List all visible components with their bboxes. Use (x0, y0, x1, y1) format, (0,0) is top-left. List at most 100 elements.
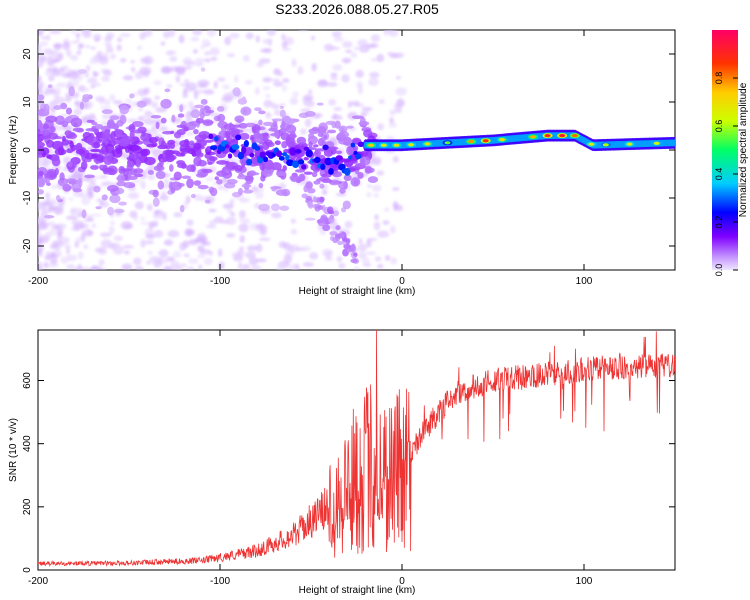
heatmap-noise-cell (291, 58, 297, 67)
heatmap-signal-cell (353, 252, 358, 257)
heatmap-noise-cell (85, 64, 91, 72)
heatmap-noise-cell (275, 265, 285, 270)
heatmap-noise-cell (153, 259, 162, 268)
heatmap-noise-cell (163, 265, 173, 270)
heatmap-noise-cell (338, 263, 346, 269)
heatmap-noise-cell (350, 100, 360, 107)
heatmap-noise-cell (38, 253, 44, 258)
heatmap-noise-cell (185, 82, 198, 91)
snr-series-line (38, 330, 675, 568)
heatmap-noise-cell (258, 237, 271, 242)
heatmap-noise-cell (270, 212, 282, 219)
heatmap-hotspot (588, 142, 595, 146)
heatmap-noise-cell (344, 220, 353, 229)
heatmap-noise-cell (213, 81, 218, 89)
heatmap-noise-cell (222, 203, 234, 210)
snr-ytick-label: 600 (22, 372, 33, 389)
heatmap-signal-cell (136, 100, 147, 108)
heatmap-noise-cell (42, 224, 49, 230)
heatmap-signal-cell (118, 137, 130, 147)
heatmap-noise-cell (80, 233, 86, 241)
heatmap-noise-cell (131, 66, 136, 73)
heatmap-signal-cell (128, 124, 136, 133)
heatmap-noise-cell (331, 31, 342, 38)
heatmap-noise-cell (328, 98, 337, 106)
heatmap-signal-cell (312, 196, 318, 203)
heatmap-noise-cell (206, 30, 217, 37)
heatmap-ridge-cell (276, 150, 283, 158)
heatmap-signal-cell (234, 115, 245, 123)
heatmap-signal-cell (350, 177, 361, 187)
heatmap-signal-cell (167, 139, 176, 145)
heatmap-noise-cell (65, 49, 72, 57)
heatmap-noise-cell (242, 55, 250, 62)
snr-xtick-label: 100 (576, 576, 593, 587)
heatmap-signal-cell (275, 189, 288, 196)
heatmap-noise-cell (58, 68, 65, 72)
heatmap-noise-cell (88, 112, 96, 120)
heatmap-ridge-cell (249, 152, 255, 158)
heatmap-noise-cell (273, 81, 284, 87)
heatmap-noise-cell (242, 218, 251, 224)
heatmap-signal-cell (324, 151, 329, 157)
heatmap-signal-cell (238, 132, 250, 141)
heatmap-signal-cell (80, 160, 88, 170)
heatmap-signal-cell (176, 124, 187, 128)
heatmap-noise-cell (315, 113, 323, 118)
heatmap-noise-cell (389, 117, 395, 124)
heatmap-signal-cell (67, 161, 73, 168)
heatmap-signal-cell (147, 170, 155, 176)
heatmap-noise-cell (120, 221, 133, 230)
colorbar-tick-label: 0.2 (714, 216, 724, 229)
heatmap-noise-cell (45, 34, 51, 41)
snr-ytick-label: 200 (22, 498, 33, 515)
heatmap-noise-cell (301, 246, 311, 252)
heatmap-noise-cell (38, 201, 44, 207)
heatmap-noise-cell (377, 230, 390, 238)
heatmap-signal-cell (279, 105, 285, 109)
heatmap-noise-cell (237, 262, 243, 270)
heatmap-noise-cell (203, 257, 213, 266)
heatmap-noise-cell (65, 247, 71, 255)
heatmap-signal-cell (225, 130, 231, 140)
heatmap-signal-cell (238, 187, 243, 196)
heatmap-signal-cell (45, 177, 50, 185)
heatmap-signal-cell (61, 135, 66, 142)
heatmap-signal-cell (346, 145, 354, 156)
heatmap-noise-cell (51, 59, 61, 63)
heatmap-signal-cell (195, 117, 205, 124)
heatmap-noise-cell (100, 232, 112, 238)
heatmap-noise-cell (372, 156, 382, 166)
heatmap-noise-cell (357, 243, 368, 252)
heatmap-noise-cell (353, 266, 360, 270)
heatmap-noise-cell (87, 190, 94, 200)
heatmap-noise-cell (175, 75, 181, 83)
snr-xtick-label: -100 (210, 576, 230, 587)
heatmap-signal-cell (95, 206, 102, 210)
heatmap-noise-cell (392, 155, 399, 163)
heatmap-signal-cell (313, 144, 319, 148)
heatmap-noise-cell (374, 256, 382, 262)
heatmap-noise-cell (98, 259, 105, 266)
heatmap-noise-cell (226, 233, 236, 238)
heatmap-noise-cell (151, 103, 158, 109)
heatmap-signal-cell (126, 156, 133, 161)
heatmap-signal-cell (270, 203, 280, 212)
heatmap-signal-cell (241, 96, 247, 104)
heatmap-signal-cell (171, 114, 176, 123)
heatmap-noise-cell (383, 30, 393, 33)
heatmap-noise-cell (357, 39, 369, 47)
heatmap-hotspot (468, 139, 475, 144)
heatmap-signal-cell (290, 176, 298, 181)
heatmap-signal-cell (54, 168, 59, 176)
heatmap-ridge-cell (357, 141, 365, 147)
heatmap-noise-cell (71, 219, 81, 227)
heatmap-noise-cell (167, 230, 180, 238)
heatmap-noise-cell (54, 87, 62, 96)
heatmap-signal-cell (364, 165, 372, 174)
heatmap-noise-cell (169, 56, 178, 62)
heatmap-noise-cell (395, 87, 407, 96)
heatmap-signal-cell (159, 158, 164, 168)
heatmap-noise-cell (147, 174, 156, 181)
colorbar-tick-label: 0.6 (714, 120, 724, 133)
